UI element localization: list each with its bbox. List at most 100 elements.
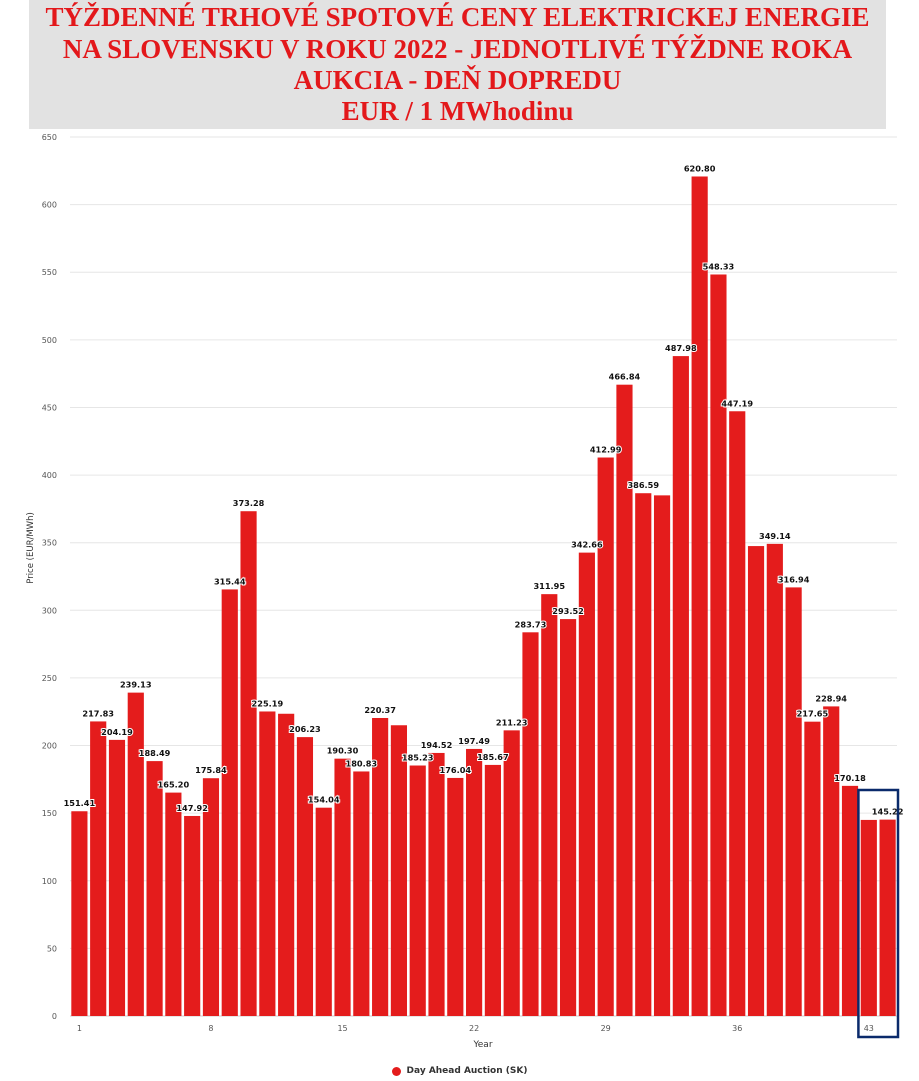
bar-week-15[interactable] [334, 758, 351, 1016]
data-label-week-6: 165.20 [158, 780, 190, 790]
x-tick-label: 1 [77, 1024, 82, 1033]
bar-week-6[interactable] [165, 792, 182, 1016]
data-label-week-30: 466.84 [609, 372, 641, 382]
data-label-week-39: 316.94 [778, 574, 810, 584]
bar-week-33[interactable] [672, 356, 689, 1016]
y-tick-label: 350 [42, 539, 57, 548]
bar-week-2[interactable] [90, 721, 107, 1016]
y-tick-label: 500 [42, 336, 57, 345]
data-label-week-20: 194.52 [421, 740, 453, 750]
bars [71, 176, 896, 1017]
bar-week-3[interactable] [108, 739, 126, 1016]
bar-week-44[interactable] [879, 819, 896, 1016]
x-tick-label: 36 [732, 1024, 742, 1033]
legend[interactable]: Day Ahead Auction (SK) [0, 1062, 919, 1080]
y-tick-label: 200 [42, 742, 57, 751]
data-label-week-28: 342.66 [571, 540, 603, 550]
bar-week-13[interactable] [296, 737, 314, 1016]
bar-week-18[interactable] [390, 725, 408, 1016]
x-tick-label: 29 [601, 1024, 611, 1033]
data-label-week-33: 487.98 [665, 343, 697, 353]
data-label-week-41: 228.94 [815, 693, 847, 703]
data-label-week-17: 220.37 [364, 705, 396, 715]
data-label-week-26: 311.95 [533, 581, 565, 591]
bar-week-7[interactable] [184, 815, 201, 1016]
x-tick-label: 43 [864, 1024, 874, 1033]
bar-week-10[interactable] [240, 511, 257, 1016]
bar-week-5[interactable] [146, 761, 163, 1016]
data-label-week-3: 204.19 [101, 727, 133, 737]
bar-week-35[interactable] [710, 274, 727, 1016]
x-tick-label: 15 [337, 1024, 347, 1033]
bar-week-27[interactable] [559, 619, 577, 1016]
y-tick-label: 50 [47, 944, 57, 953]
bar-week-25[interactable] [522, 632, 539, 1016]
bar-week-37[interactable] [747, 546, 765, 1016]
x-tick-label: 8 [208, 1024, 213, 1033]
data-label-week-35: 548.33 [703, 261, 735, 271]
data-label-week-13: 206.23 [289, 724, 321, 734]
data-label-week-2: 217.83 [82, 708, 114, 718]
x-tick-label: 22 [469, 1024, 479, 1033]
bar-week-41[interactable] [823, 706, 840, 1016]
data-label-week-9: 315.44 [214, 576, 246, 586]
bar-week-8[interactable] [202, 778, 220, 1016]
data-label-week-15: 190.30 [327, 746, 359, 756]
chart-title-line-3: AUKCIA - DEŇ DOPREDU [293, 65, 622, 95]
bar-week-32[interactable] [653, 495, 671, 1016]
y-tick-label: 450 [42, 403, 57, 412]
data-label-week-36: 447.19 [721, 398, 753, 408]
bar-week-40[interactable] [804, 721, 821, 1016]
bar-week-17[interactable] [372, 717, 389, 1016]
data-label-week-1: 151.41 [64, 798, 96, 808]
bar-week-34[interactable] [691, 176, 708, 1017]
bar-week-43[interactable] [860, 819, 877, 1016]
bar-week-38[interactable] [766, 543, 783, 1016]
data-label-week-40: 217.65 [797, 709, 829, 719]
bar-week-42[interactable] [841, 785, 859, 1016]
data-labels: 151.41 217.83 204.19 239.13 188.49 165.20 147.… [63, 162, 905, 817]
data-label-week-21: 176.04 [440, 765, 472, 775]
data-label-week-22: 197.49 [458, 736, 490, 746]
bar-week-30[interactable] [616, 384, 633, 1016]
bar-week-19[interactable] [409, 765, 426, 1016]
y-axis-title: Price (EUR/MWh) [26, 512, 36, 584]
bar-week-1[interactable] [71, 811, 88, 1016]
y-axis-ticks: 0 50 100 150 200 250 300 350 400 450 500 550 600 650 [42, 133, 57, 1021]
bar-week-9[interactable] [221, 589, 238, 1016]
bar-week-31[interactable] [635, 493, 652, 1016]
y-tick-label: 100 [42, 877, 57, 886]
data-label-week-38: 349.14 [759, 531, 791, 541]
bar-week-39[interactable] [785, 587, 802, 1016]
data-label-week-44: 145.22 [872, 807, 904, 817]
bar-week-26[interactable] [541, 594, 558, 1016]
legend-label: Day Ahead Auction (SK) [406, 1066, 528, 1076]
data-label-week-16: 180.83 [346, 758, 378, 768]
y-tick-label: 150 [42, 809, 57, 818]
bar-week-22[interactable] [466, 748, 483, 1016]
bar-week-14[interactable] [315, 807, 332, 1016]
data-label-week-4: 239.13 [120, 680, 152, 690]
chart-title-line-1: TÝŽDENNÉ TRHOVÉ SPOTOVÉ CENY ELEKTRICKEJ… [45, 2, 870, 32]
bar-week-4[interactable] [127, 692, 144, 1016]
data-label-week-23: 185.67 [477, 752, 509, 762]
bar-week-20[interactable] [428, 752, 445, 1016]
data-label-week-8: 175.84 [195, 765, 227, 775]
chart-title-line-4: EUR / 1 MWhodinu [341, 96, 574, 126]
data-label-week-25: 283.73 [515, 619, 547, 629]
bar-week-28[interactable] [578, 552, 595, 1016]
bar-week-23[interactable] [484, 764, 501, 1016]
x-axis-ticks: 1 8 15 22 29 36 43 [77, 1024, 874, 1033]
bar-week-36[interactable] [729, 411, 746, 1016]
bar-week-16[interactable] [353, 771, 370, 1016]
bar-week-11[interactable] [259, 711, 276, 1016]
chart-title-box: TÝŽDENNÉ TRHOVÉ SPOTOVÉ CENY ELEKTRICKEJ… [29, 0, 886, 129]
bar-week-21[interactable] [447, 777, 464, 1016]
bar-week-29[interactable] [597, 457, 614, 1016]
data-label-week-34: 620.80 [684, 163, 716, 173]
y-tick-label: 600 [42, 201, 57, 210]
data-label-week-7: 147.92 [176, 803, 208, 813]
bar-week-24[interactable] [503, 730, 520, 1016]
bar-week-12[interactable] [278, 713, 295, 1016]
